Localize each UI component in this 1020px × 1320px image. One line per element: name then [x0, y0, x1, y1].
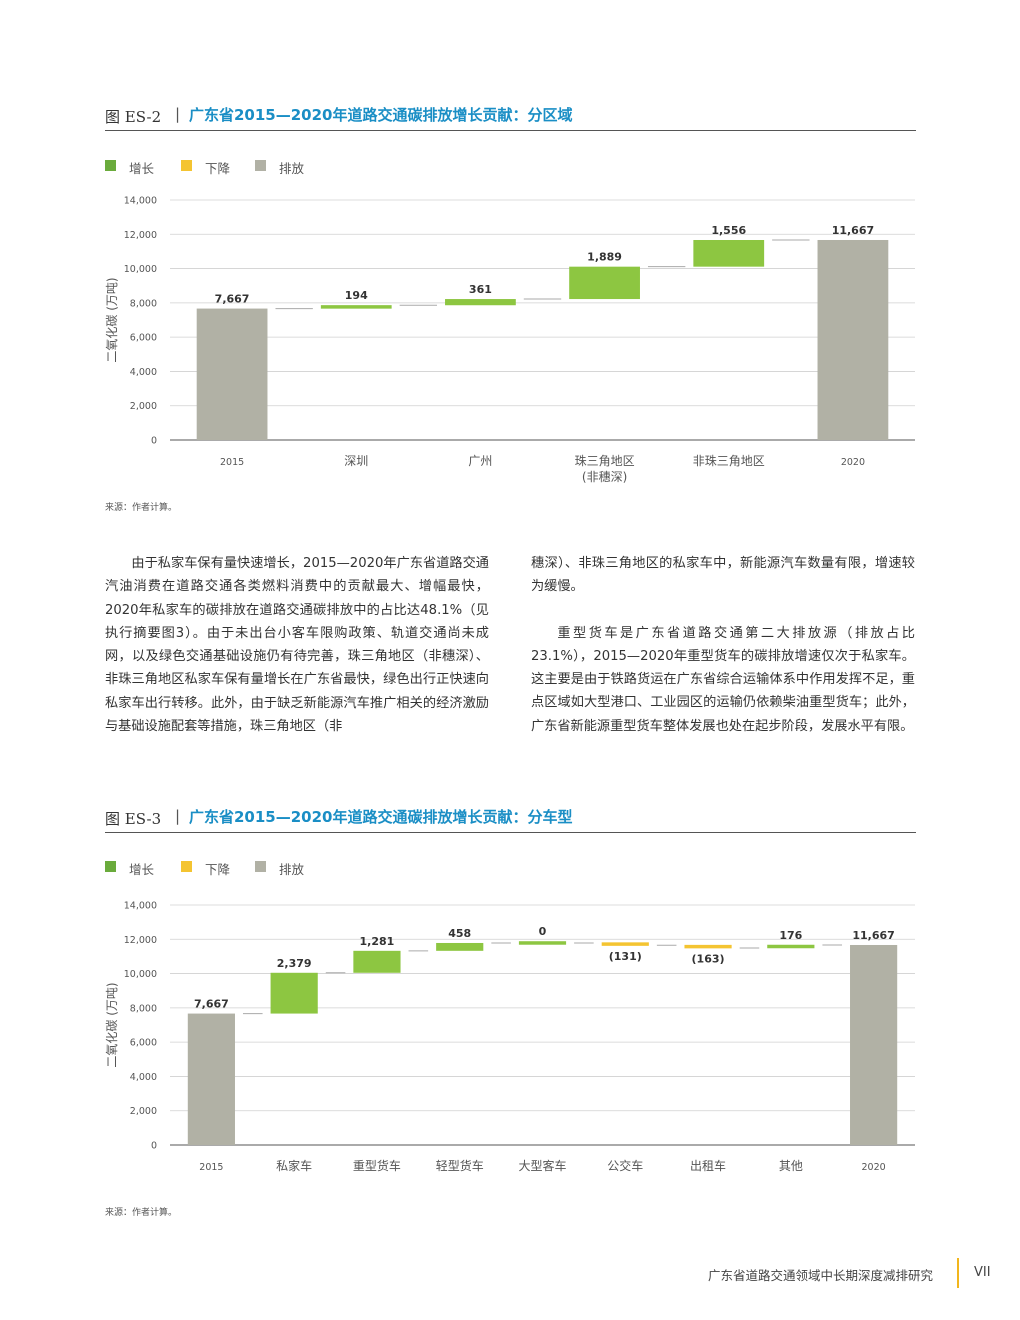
data-label: 2,379 — [277, 957, 312, 970]
y-tick-label: 4,000 — [130, 367, 157, 378]
bar-increase — [518, 941, 567, 945]
x-category-label: 其他 — [779, 1159, 803, 1173]
x-category-label: 2020 — [841, 457, 865, 468]
y-tick-label: 0 — [151, 1141, 157, 1152]
legend-swatch-emission — [255, 861, 266, 872]
figure-number: 图 ES-2 — [105, 108, 162, 126]
figure-header-es2: 图 ES-2 | 广东省2015—2020年道路交通碳排放增长贡献：分区域 — [105, 104, 916, 131]
data-label: (163) — [692, 952, 725, 965]
y-tick-label: 8,000 — [130, 1003, 157, 1014]
y-tick-label: 10,000 — [124, 969, 157, 980]
bar-total — [850, 944, 898, 1145]
y-tick-label: 6,000 — [130, 1038, 157, 1049]
figure-header-es3: 图 ES-3 | 广东省2015—2020年道路交通碳排放增长贡献：分车型 — [105, 806, 916, 833]
x-category-label: (非穗深) — [582, 470, 627, 484]
bar-total — [187, 1013, 235, 1145]
data-label: 458 — [448, 927, 471, 940]
figure-source: 来源：作者计算。 — [105, 503, 178, 513]
footer-title: 广东省道路交通领域中长期深度减排研究 — [707, 1268, 933, 1283]
bar-increase — [693, 239, 765, 267]
x-category-label: 大型客车 — [518, 1158, 566, 1173]
waterfall-chart-vehicle: 0 2,000 4,000 6,000 8,000 10,000 12,000 14,000 二… — [105, 901, 915, 1173]
x-category-label: 非珠三角地区 — [693, 454, 765, 468]
legend-label-increase: 增长 — [129, 862, 155, 877]
x-category-label: 2015 — [199, 1162, 223, 1173]
figure-title: 广东省2015—2020年道路交通碳排放增长贡献：分车型 — [189, 808, 573, 826]
x-category-label: 私家车 — [276, 1158, 312, 1173]
x-category-label: 公交车 — [607, 1158, 643, 1173]
x-category-label: 2015 — [220, 457, 244, 468]
legend-swatch-increase — [105, 160, 116, 171]
chart-legend: 增长 下降 排放 — [105, 158, 405, 176]
figure-title: 广东省2015—2020年道路交通碳排放增长贡献：分区域 — [189, 106, 573, 124]
figure-separator: | — [175, 105, 181, 123]
bar-increase — [270, 972, 318, 1014]
x-category-label: 出租车 — [690, 1158, 726, 1173]
y-tick-label: 10,000 — [124, 264, 157, 275]
body-column-right: 穗深）、非珠三角地区的私家车中，新能源汽车数量有限，增速较为缓慢。 重型货车是广… — [531, 552, 915, 738]
bar-increase — [569, 266, 640, 300]
data-label: 194 — [345, 289, 368, 302]
y-tick-label: 8,000 — [130, 298, 157, 309]
legend-label-increase: 增长 — [129, 161, 155, 176]
data-label: 176 — [779, 929, 802, 942]
data-label: 1,889 — [587, 251, 622, 264]
legend-label-emission: 排放 — [279, 862, 305, 877]
legend-swatch-decrease — [181, 861, 192, 872]
paragraph: 穗深）、非珠三角地区的私家车中，新能源汽车数量有限，增速较为缓慢。 — [531, 556, 915, 595]
data-label: 1,556 — [711, 224, 746, 237]
paragraph: 由于私家车保有量快速增长，2015—2020年广东省道路交通汽油消费在道路交通各… — [105, 556, 489, 735]
data-label: 11,667 — [852, 929, 894, 942]
y-axis-label: 二氧化碳 (万吨) — [105, 277, 119, 362]
y-tick-label: 12,000 — [124, 230, 157, 241]
x-category-label: 深圳 — [344, 454, 368, 468]
bar-total — [817, 239, 889, 440]
data-label: 7,667 — [215, 293, 250, 306]
legend-swatch-decrease — [181, 160, 192, 171]
chart-legend: 增长 下降 排放 — [105, 859, 405, 877]
legend-label-decrease: 下降 — [205, 862, 231, 877]
data-label: 361 — [469, 283, 492, 296]
x-category-label: 广州 — [468, 454, 492, 468]
figure-separator: | — [175, 807, 181, 825]
x-category-label: 轻型货车 — [436, 1158, 484, 1173]
paragraph: 重型货车是广东省道路交通第二大排放源（排放占比23.1%），2015—2020年… — [531, 625, 915, 734]
legend-swatch-emission — [255, 160, 266, 171]
data-label: 7,667 — [194, 998, 229, 1011]
figure-number: 图 ES-3 — [105, 810, 162, 828]
y-tick-label: 14,000 — [124, 901, 157, 912]
bar-increase — [767, 944, 815, 949]
x-category-label: 珠三角地区 — [575, 454, 635, 468]
y-tick-label: 14,000 — [124, 196, 157, 207]
footer-divider — [957, 1258, 959, 1288]
bar-total — [196, 308, 268, 440]
legend-swatch-increase — [105, 861, 116, 872]
y-tick-label: 2,000 — [130, 401, 157, 412]
y-tick-label: 12,000 — [124, 935, 157, 946]
waterfall-chart-region: 0 2,000 4,000 6,000 8,000 10,000 12,000 14,000 二… — [105, 196, 915, 484]
y-tick-label: 6,000 — [130, 333, 157, 344]
x-category-label: 2020 — [862, 1162, 886, 1173]
data-label: 1,281 — [360, 935, 395, 948]
bar-increase — [445, 299, 516, 306]
y-tick-label: 0 — [151, 436, 157, 447]
legend-label-decrease: 下降 — [205, 161, 231, 176]
legend-label-emission: 排放 — [279, 161, 305, 176]
y-axis-label: 二氧化碳 (万吨) — [105, 982, 119, 1067]
bar-decrease — [601, 942, 649, 946]
y-tick-label: 2,000 — [130, 1106, 157, 1117]
x-category-label: 重型货车 — [353, 1158, 401, 1173]
bar-increase — [353, 950, 401, 973]
y-tick-label: 4,000 — [130, 1072, 157, 1083]
bar-increase — [320, 305, 392, 309]
data-label: 0 — [539, 925, 547, 938]
page-number: VII — [974, 1265, 991, 1280]
data-label: (131) — [609, 950, 642, 963]
bar-increase — [436, 942, 484, 951]
data-label: 11,667 — [832, 224, 874, 237]
figure-source: 来源：作者计算。 — [105, 1208, 178, 1218]
body-column-left: 由于私家车保有量快速增长，2015—2020年广东省道路交通汽油消费在道路交通各… — [105, 552, 489, 738]
bar-decrease — [684, 944, 732, 949]
